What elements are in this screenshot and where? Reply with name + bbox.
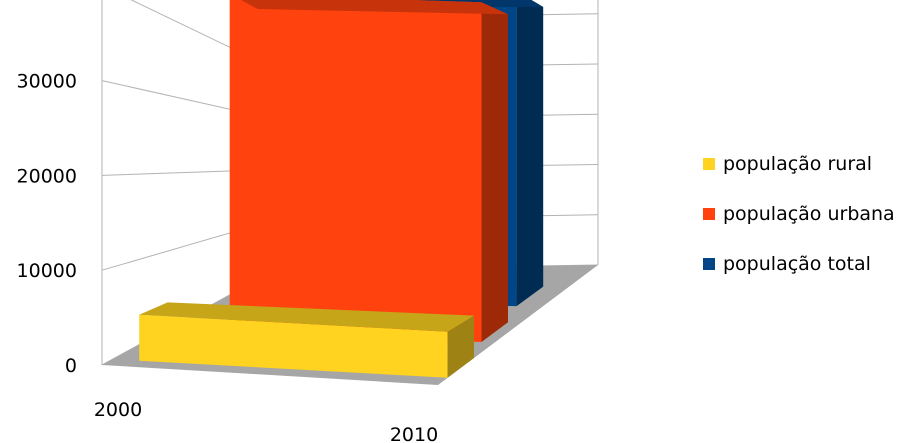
wall-outline	[101, 0, 599, 365]
bar-top-face	[241, 0, 508, 15]
y-tick-label: 10000	[17, 260, 77, 282]
x-tick-label: 2000	[94, 399, 142, 421]
legend-item-urbana: população urbana	[703, 196, 895, 231]
bar-top-face	[139, 302, 474, 332]
y-tick-label: 0	[65, 355, 77, 377]
bar-front-face	[139, 314, 448, 378]
bar-side-face	[516, 0, 544, 307]
bar-urbana	[229, 0, 508, 343]
legend-swatch	[703, 257, 715, 270]
x-axis-ticks: 2000 2010	[94, 399, 438, 443]
chart-bars	[102, 0, 598, 385]
y-axis-ticks: 01000020000300004000050000	[17, 71, 77, 377]
bar-rural	[139, 302, 474, 378]
legend-swatch	[703, 157, 715, 170]
legend-label: população urbana	[723, 202, 895, 225]
legend-item-total: população total	[703, 246, 895, 281]
bar-side-face	[447, 315, 474, 378]
legend: população rural população urbana populaç…	[703, 146, 895, 281]
y-tick-label: 20000	[17, 165, 77, 187]
y-tick-label: 30000	[17, 71, 77, 93]
legend-swatch	[703, 207, 715, 220]
legend-label: população rural	[723, 152, 873, 175]
legend-item-rural: população rural	[703, 146, 895, 181]
bar-front-face	[229, 0, 482, 342]
legend-label: população total	[723, 252, 871, 275]
x-tick-label: 2010	[390, 424, 438, 443]
bar-side-face	[481, 2, 508, 343]
